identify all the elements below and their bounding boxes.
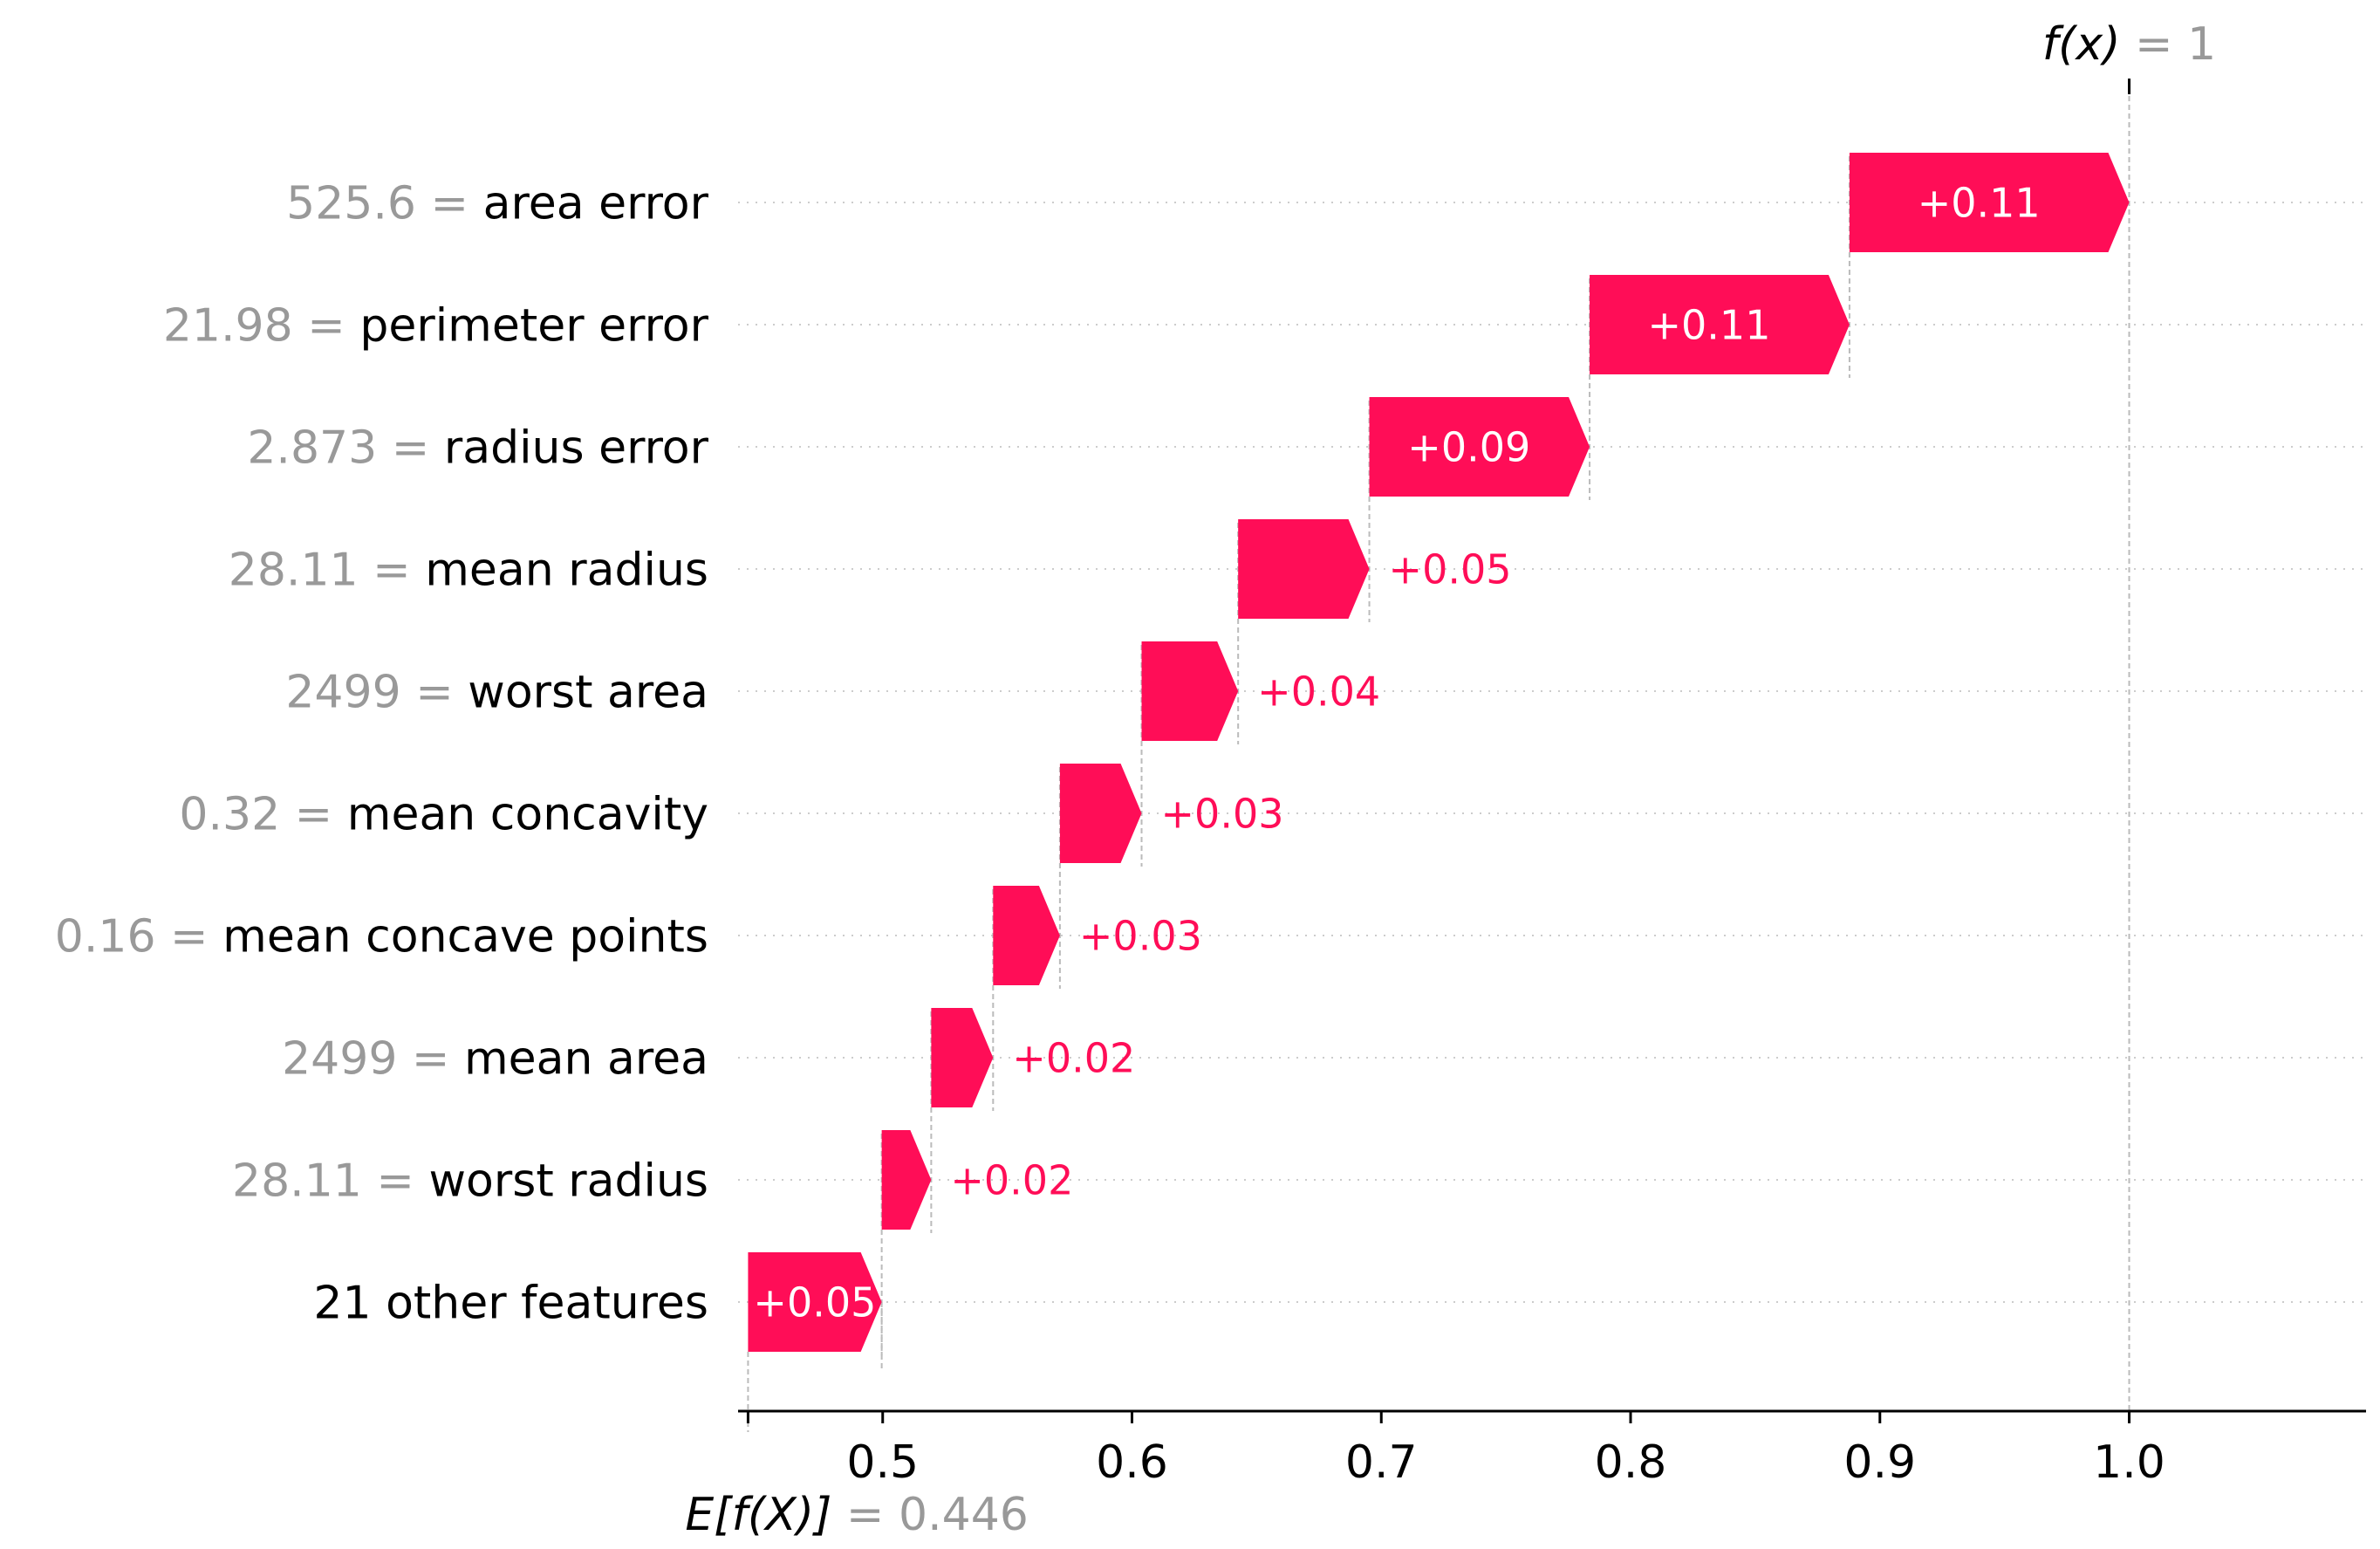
x-axis: 0.5 0.6 0.7 0.8 0.9 1.0 E[f(X)] = 0.446: [685, 1409, 2366, 1541]
feature-value: 2499 =: [282, 1033, 464, 1086]
contribution-bar: [881, 1130, 932, 1230]
contribution-bar: [1849, 153, 2130, 252]
feature-label: 525.6 = area error: [286, 178, 708, 230]
contribution-bar: [1238, 519, 1370, 619]
x-tick-label: 0.8: [1595, 1436, 1667, 1489]
connector-lines: [747, 79, 2131, 1432]
contribution-bar: [1059, 764, 1142, 863]
bar-value-label: +0.05: [753, 1279, 876, 1326]
x-tick-label: 0.5: [846, 1436, 919, 1489]
feature-name: perimeter error: [359, 300, 708, 353]
feature-label: 28.11 = worst radius: [232, 1155, 708, 1208]
feature-name: 21 other features: [313, 1278, 708, 1330]
output-value-number: = 1: [2135, 18, 2216, 71]
contribution-bar: [1369, 397, 1590, 497]
contribution-bar: [993, 886, 1060, 985]
x-tick-label: 0.6: [1096, 1436, 1168, 1489]
feature-name: mean concavity: [347, 789, 708, 841]
feature-label: 2499 = mean area: [282, 1033, 708, 1086]
x-tick-label: 0.9: [1843, 1436, 1916, 1489]
feature-value: 28.11 =: [229, 545, 426, 597]
feature-name: mean concave points: [222, 911, 708, 963]
feature-label: 28.11 = mean radius: [229, 545, 708, 597]
feature-label: 21 other features: [313, 1278, 708, 1330]
base-value-expr: E[f(X)]: [685, 1489, 845, 1541]
feature-value: 525.6 =: [286, 178, 483, 230]
x-tick-label: 0.7: [1345, 1436, 1418, 1489]
bar-value-label: +0.02: [1012, 1035, 1135, 1082]
feature-value: 2499 =: [285, 667, 468, 719]
feature-label: 2.873 = radius error: [247, 422, 708, 475]
bar-value-label: +0.09: [1407, 424, 1530, 471]
feature-labels: 525.6 = area error 21.98 = perimeter erro…: [55, 178, 709, 1330]
feature-label: 2499 = worst area: [285, 667, 708, 719]
feature-value: 21.98 =: [163, 300, 360, 353]
contribution-bars: +0.11 +0.11 +0.09 +0.05 +0.04 +0.03 +0.03 +0.02…: [748, 153, 2130, 1352]
output-value-expr: f(x): [2042, 18, 2135, 71]
bar-value-label: +0.05: [1389, 546, 1512, 593]
output-value-annotation: f(x) = 1: [2042, 18, 2216, 71]
contribution-bar: [748, 1252, 882, 1352]
feature-value: 0.32 =: [179, 789, 346, 841]
contribution-bar: [1590, 275, 1850, 374]
bar-value-label: +0.03: [1161, 791, 1284, 838]
contribution-bar: [931, 1008, 994, 1107]
feature-name: area error: [483, 178, 709, 230]
grid-lines: [738, 202, 2366, 1303]
base-value-label: E[f(X)] = 0.446: [685, 1489, 1028, 1541]
bar-value-label: +0.11: [1648, 302, 1771, 349]
bar-value-label: +0.11: [1918, 180, 2041, 227]
bar-value-label: +0.04: [1257, 668, 1380, 716]
feature-value: 28.11 =: [232, 1155, 429, 1208]
feature-value: 2.873 =: [247, 422, 444, 475]
feature-label: 21.98 = perimeter error: [163, 300, 709, 353]
contribution-bar: [1141, 641, 1239, 741]
feature-name: worst area: [468, 667, 708, 719]
feature-name: radius error: [444, 422, 709, 475]
feature-name: worst radius: [429, 1155, 708, 1208]
feature-name: mean radius: [425, 545, 708, 597]
feature-label: 0.16 = mean concave points: [55, 911, 708, 963]
bar-value-label: +0.03: [1079, 913, 1202, 960]
base-value-number: = 0.446: [846, 1489, 1029, 1541]
feature-label: 0.32 = mean concavity: [179, 789, 708, 841]
x-tick-label: 1.0: [2093, 1436, 2165, 1489]
feature-value: 0.16 =: [55, 911, 222, 963]
feature-name: mean area: [464, 1033, 708, 1086]
output-value-label: f(x) = 1: [2042, 18, 2216, 71]
bar-value-label: +0.02: [950, 1157, 1073, 1204]
